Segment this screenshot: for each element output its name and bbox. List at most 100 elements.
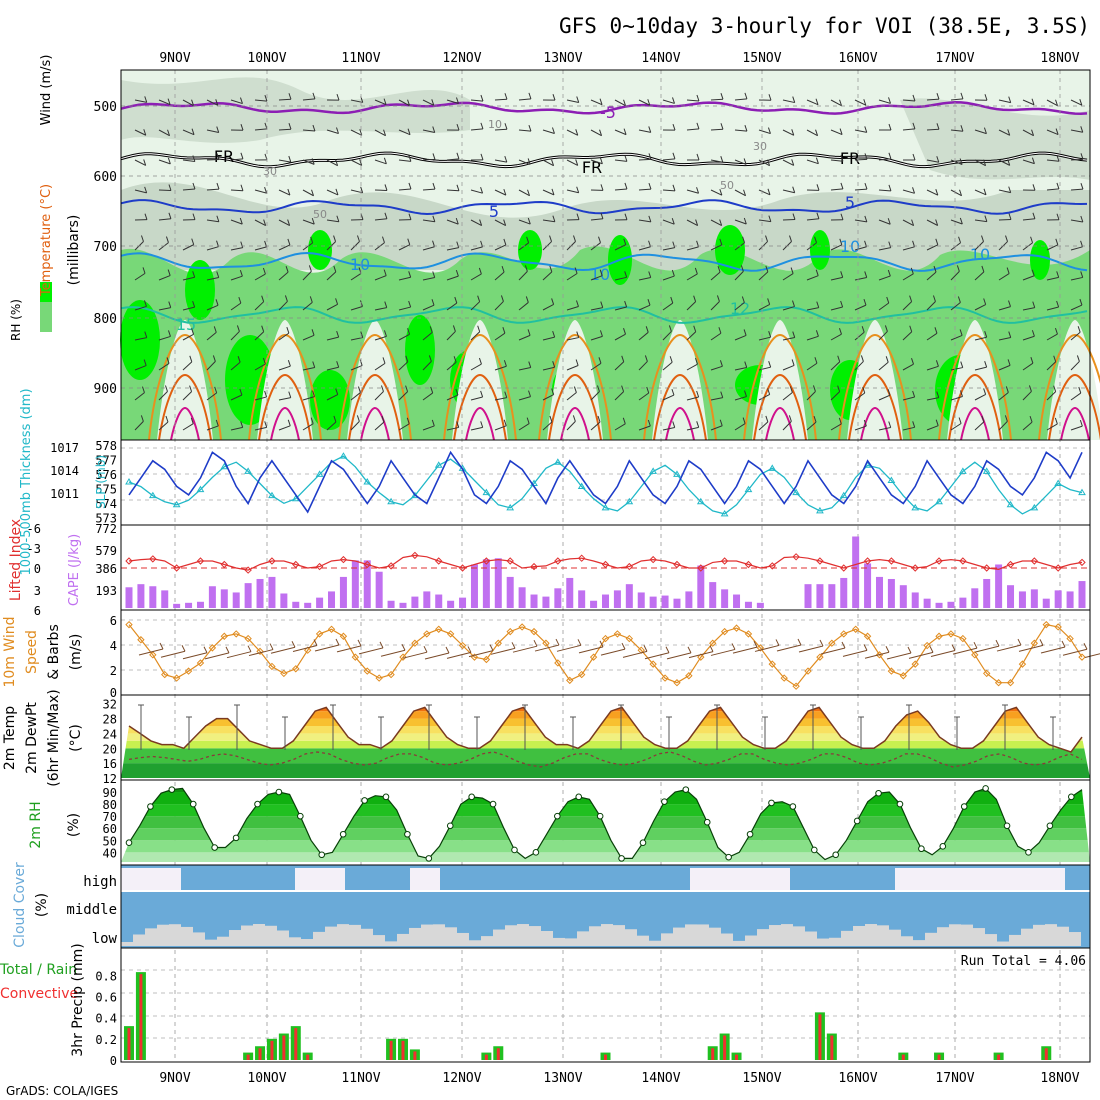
wind-barb <box>350 421 360 431</box>
wind-barb <box>215 419 219 427</box>
wind-speed-point <box>851 625 860 633</box>
wind-barb <box>912 421 916 428</box>
precip-convective-bar <box>306 1054 310 1060</box>
wind-barb <box>902 128 915 131</box>
lifted-index-point <box>768 562 776 570</box>
wind-barb <box>356 415 360 422</box>
wind-speed-point <box>625 634 634 643</box>
wind-speed-point <box>732 624 741 632</box>
wind-speed-point <box>661 674 669 682</box>
rh-contour-70 <box>121 182 1090 270</box>
wind-barb <box>214 386 218 394</box>
wind-barb <box>192 213 196 220</box>
cape-bar <box>1030 589 1038 608</box>
wind10-barb <box>886 652 912 660</box>
cape-bar <box>554 588 562 608</box>
rh-point <box>275 788 283 796</box>
temperature-contour-20 <box>443 333 517 441</box>
wind-barb <box>408 300 412 308</box>
wind-speed-point <box>149 651 157 659</box>
wind-barb <box>192 271 196 278</box>
temp-tick-label: 28 <box>103 713 117 727</box>
temp-axis-label: (6hr Min/Max) <box>46 689 62 786</box>
cape-bar <box>983 578 991 608</box>
wind-barb <box>278 301 288 311</box>
cloud-low-bar <box>757 929 769 946</box>
wind10-barb <box>864 651 890 659</box>
chart-title: GFS 0~10day 3-hourly for VOI (38.5E, 3.5… <box>559 14 1090 38</box>
wind-barb <box>134 272 146 281</box>
wind-barb <box>813 415 817 423</box>
wind-barb <box>1077 326 1081 333</box>
wind-barb <box>1055 99 1059 106</box>
wind-barb <box>648 271 652 278</box>
wind-barb <box>407 238 411 245</box>
contour-label: 10 <box>488 118 502 131</box>
wind-barb <box>158 129 170 137</box>
wind10-barb <box>1017 638 1022 646</box>
wind-barb <box>624 213 628 220</box>
thickness-point <box>1054 479 1063 487</box>
cape-bar <box>899 585 907 608</box>
rh-point <box>232 834 240 842</box>
wind-barb <box>430 386 434 394</box>
wind-barb <box>950 367 963 371</box>
wind-barb <box>814 236 818 243</box>
wind-barb <box>902 219 914 227</box>
wind-barb <box>504 123 508 130</box>
wind-barb <box>350 305 363 311</box>
wind-barb <box>935 189 939 196</box>
cape-bar <box>1078 581 1086 608</box>
cloud-low-bar <box>1045 924 1057 946</box>
lifted-index-point <box>411 551 419 560</box>
wind-barb <box>743 217 747 225</box>
wind-barb <box>239 270 243 277</box>
wind-speed-point <box>697 653 705 661</box>
precip-convective-bar <box>389 1040 393 1060</box>
thickness-point <box>268 491 276 499</box>
cape-bar <box>995 564 1003 608</box>
wind-barb <box>1022 391 1032 401</box>
lifted-index-point <box>1030 557 1039 565</box>
wind-barb <box>480 122 484 130</box>
wind-barb <box>575 359 579 366</box>
wind-barb <box>381 236 385 243</box>
rh-point <box>147 803 154 810</box>
wind-barb <box>494 425 507 431</box>
wind-barb <box>622 417 626 424</box>
wind-barb <box>854 158 868 161</box>
wind-barb <box>984 94 988 101</box>
wind-barb <box>1028 385 1032 392</box>
wind-barb <box>454 296 458 304</box>
cape-bar <box>935 602 943 608</box>
wind-barb <box>446 219 459 225</box>
cloud-high-gap <box>295 868 345 890</box>
wind-barb <box>854 361 864 371</box>
wind-barb <box>470 331 481 341</box>
rh-point <box>982 785 989 792</box>
wind-barb <box>710 425 723 431</box>
wind-barb <box>878 99 891 104</box>
wind10-barb <box>336 645 362 653</box>
wind-barb <box>1029 415 1033 423</box>
contour-label: 10 <box>350 255 370 274</box>
cloud-low-bar <box>793 926 805 946</box>
wind10-barb <box>1018 644 1044 652</box>
wind-barb <box>1046 423 1058 431</box>
wind-barb <box>719 188 723 196</box>
cloud-low-bar <box>517 924 529 946</box>
wind-barb <box>504 93 508 100</box>
thickness-point <box>649 467 658 474</box>
wind-speed-point <box>196 659 205 667</box>
wind-barb <box>542 189 555 196</box>
lifted-index-tick-label: -3 <box>27 542 41 556</box>
wind-barb <box>311 217 315 225</box>
rh-point <box>896 800 904 808</box>
cape-bar <box>566 577 574 608</box>
wind-barb <box>647 299 651 306</box>
wind-barb <box>230 426 243 431</box>
top-date-label: 9NOV <box>159 51 190 66</box>
lifted-index-point <box>1006 560 1015 569</box>
wind-barb <box>888 97 891 104</box>
